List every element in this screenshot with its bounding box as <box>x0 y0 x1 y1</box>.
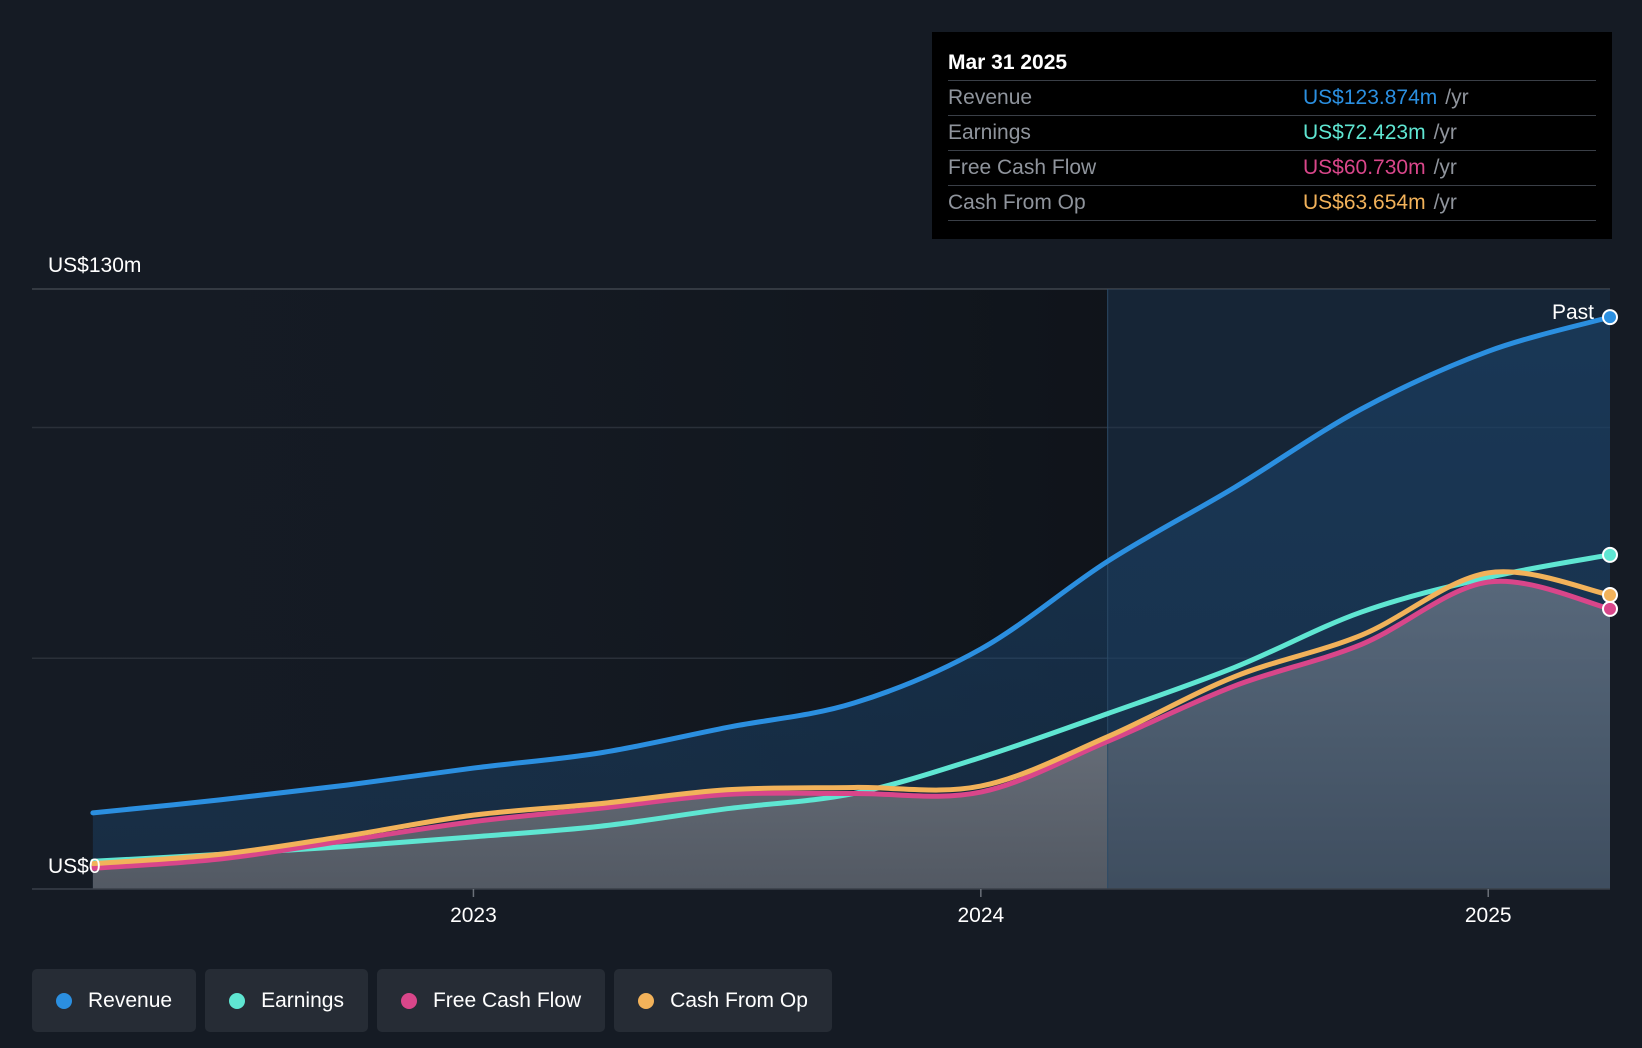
legend-dot-icon <box>229 992 246 1009</box>
tooltip-date: Mar 31 2025 <box>948 51 1068 74</box>
legend-label: Earnings <box>261 988 344 1012</box>
series-line-free-cash-flow <box>90 578 1613 871</box>
tooltip-panel: Mar 31 2025 Revenue US$123.874m /yr Earn… <box>932 32 1612 239</box>
legend: Revenue Earnings Free Cash Flow Cash Fro… <box>32 969 832 1032</box>
tooltip-value: US$123.874m <box>1303 86 1438 109</box>
tooltip-label: Free Cash Flow <box>948 156 1097 179</box>
past-label: Past <box>1552 301 1594 324</box>
tooltip-unit: /yr <box>1433 121 1457 144</box>
legend-item-cash-from-op[interactable]: Cash From Op <box>614 969 832 1032</box>
legend-label: Free Cash Flow <box>432 988 582 1012</box>
end-marker-revenue <box>1602 309 1618 326</box>
tooltip-label: Revenue <box>948 86 1033 109</box>
legend-label: Revenue <box>88 988 173 1012</box>
cash-flow-area <box>92 581 1610 889</box>
tooltip-unit: /yr <box>1433 191 1457 214</box>
tooltip-value: US$63.654m <box>1303 191 1426 214</box>
legend-dot-icon <box>638 992 655 1009</box>
tooltip-label: Cash From Op <box>948 191 1086 214</box>
y-axis-top-label: US$130m <box>48 254 141 277</box>
legend-dot-icon <box>56 992 72 1009</box>
tooltip-value: US$60.730m <box>1303 156 1426 179</box>
end-marker-free-cash-flow <box>1602 600 1618 617</box>
legend-item-earnings[interactable]: Earnings <box>205 969 368 1032</box>
tooltip-label: Earnings <box>948 121 1031 144</box>
legend-item-free-cash-flow[interactable]: Free Cash Flow <box>376 969 606 1032</box>
x-axis-ticks: 2023 2024 2025 <box>450 889 1512 927</box>
area-fills <box>92 317 1610 889</box>
tooltip-row-earnings: Earnings US$72.423m /yr <box>948 115 1596 150</box>
series-line-revenue <box>90 314 1613 816</box>
series-end-markers <box>1602 309 1618 617</box>
x-tick-label: 2024 <box>957 904 1004 927</box>
legend-dot-icon <box>400 992 417 1009</box>
tooltip-row-cash-from-op: Cash From Op US$63.654m /yr <box>948 185 1596 221</box>
series-lines <box>90 314 1613 871</box>
legend-label: Cash From Op <box>670 988 808 1012</box>
x-tick-label: 2023 <box>450 904 497 927</box>
tooltip-row-free-cash-flow: Free Cash Flow US$60.730m /yr <box>948 150 1596 185</box>
tooltip-value: US$72.423m <box>1303 121 1426 144</box>
series-line-cash-from-op <box>90 569 1613 867</box>
tooltip-unit: /yr <box>1445 86 1469 109</box>
y-axis-bottom-label: US$0 <box>48 855 101 878</box>
tooltip-row-revenue: Revenue US$123.874m /yr <box>948 80 1596 115</box>
end-marker-earnings <box>1602 546 1618 563</box>
recent-period-shade <box>1107 289 1610 889</box>
end-marker-cash-from-op <box>1602 587 1618 603</box>
legend-item-revenue[interactable]: Revenue <box>32 969 197 1032</box>
x-tick-label: 2025 <box>1465 904 1512 927</box>
tooltip-unit: /yr <box>1433 156 1457 179</box>
